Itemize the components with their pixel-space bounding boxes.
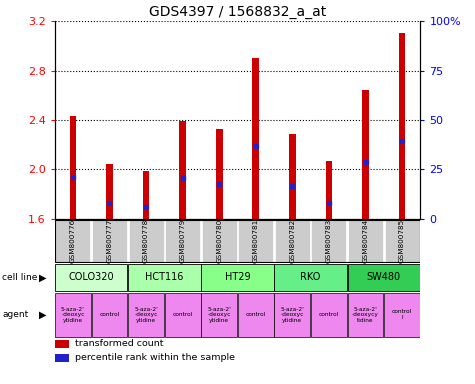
Text: GSM800778: GSM800778: [143, 219, 149, 263]
Bar: [55, 264, 127, 291]
Text: control: control: [99, 312, 120, 318]
Bar: [56, 220, 90, 262]
Bar: [143, 170, 149, 219]
Text: ▶: ▶: [39, 310, 47, 320]
Text: GSM800780: GSM800780: [216, 219, 222, 263]
Bar: [348, 220, 383, 262]
Text: 5-aza-2'
-deoxyc
ytidine: 5-aza-2' -deoxyc ytidine: [280, 306, 304, 323]
Text: control: control: [246, 312, 266, 318]
Text: RKO: RKO: [301, 272, 321, 283]
Bar: [289, 134, 295, 219]
Bar: [362, 90, 369, 219]
Text: HT29: HT29: [225, 272, 250, 283]
Text: control: control: [172, 312, 193, 318]
Bar: [92, 220, 127, 262]
Bar: [348, 264, 420, 291]
Bar: [312, 220, 346, 262]
Text: COLO320: COLO320: [68, 272, 114, 283]
Text: 5-aza-2'
-deoxyc
ytidine: 5-aza-2' -deoxyc ytidine: [207, 306, 231, 323]
Bar: [70, 116, 76, 219]
Bar: [129, 220, 163, 262]
Bar: [399, 33, 405, 219]
Text: GSM800782: GSM800782: [289, 219, 295, 263]
Bar: [348, 293, 383, 337]
Bar: [165, 220, 200, 262]
Bar: [216, 129, 222, 219]
Bar: [128, 293, 164, 337]
Bar: [275, 293, 310, 337]
Bar: [238, 293, 274, 337]
Text: transformed count: transformed count: [75, 339, 163, 348]
Bar: [201, 264, 274, 291]
Text: GSM800785: GSM800785: [399, 219, 405, 263]
Text: 5-aza-2'
-deoxyc
ytidine: 5-aza-2' -deoxyc ytidine: [61, 306, 85, 323]
Bar: [238, 220, 273, 262]
Bar: [275, 264, 347, 291]
Text: GSM800776: GSM800776: [70, 219, 76, 263]
Text: HCT116: HCT116: [145, 272, 183, 283]
Bar: [55, 340, 69, 348]
Bar: [128, 264, 200, 291]
Bar: [253, 58, 259, 219]
Text: cell line: cell line: [2, 273, 38, 282]
Bar: [55, 293, 91, 337]
Bar: [180, 121, 186, 219]
Text: GSM800784: GSM800784: [362, 219, 369, 263]
Text: ▶: ▶: [39, 272, 47, 283]
Text: agent: agent: [2, 310, 28, 319]
Bar: [385, 220, 419, 262]
Text: control: control: [319, 312, 339, 318]
Bar: [106, 164, 113, 219]
Text: GSM800779: GSM800779: [180, 219, 186, 263]
Text: 5-aza-2'
-deoxycy
tidine: 5-aza-2' -deoxycy tidine: [352, 306, 379, 323]
Text: percentile rank within the sample: percentile rank within the sample: [75, 353, 235, 362]
Text: SW480: SW480: [367, 272, 401, 283]
Bar: [92, 293, 127, 337]
Title: GDS4397 / 1568832_a_at: GDS4397 / 1568832_a_at: [149, 5, 326, 19]
Text: control
l: control l: [392, 310, 412, 320]
Bar: [165, 293, 200, 337]
Text: GSM800783: GSM800783: [326, 219, 332, 263]
Bar: [55, 354, 69, 362]
Bar: [311, 293, 347, 337]
Bar: [326, 161, 332, 219]
Text: GSM800781: GSM800781: [253, 219, 259, 263]
Bar: [202, 220, 237, 262]
Bar: [275, 220, 310, 262]
Text: GSM800777: GSM800777: [106, 219, 113, 263]
Text: 5-aza-2'
-deoxyc
ytidine: 5-aza-2' -deoxyc ytidine: [134, 306, 158, 323]
Bar: [201, 293, 237, 337]
Bar: [384, 293, 420, 337]
